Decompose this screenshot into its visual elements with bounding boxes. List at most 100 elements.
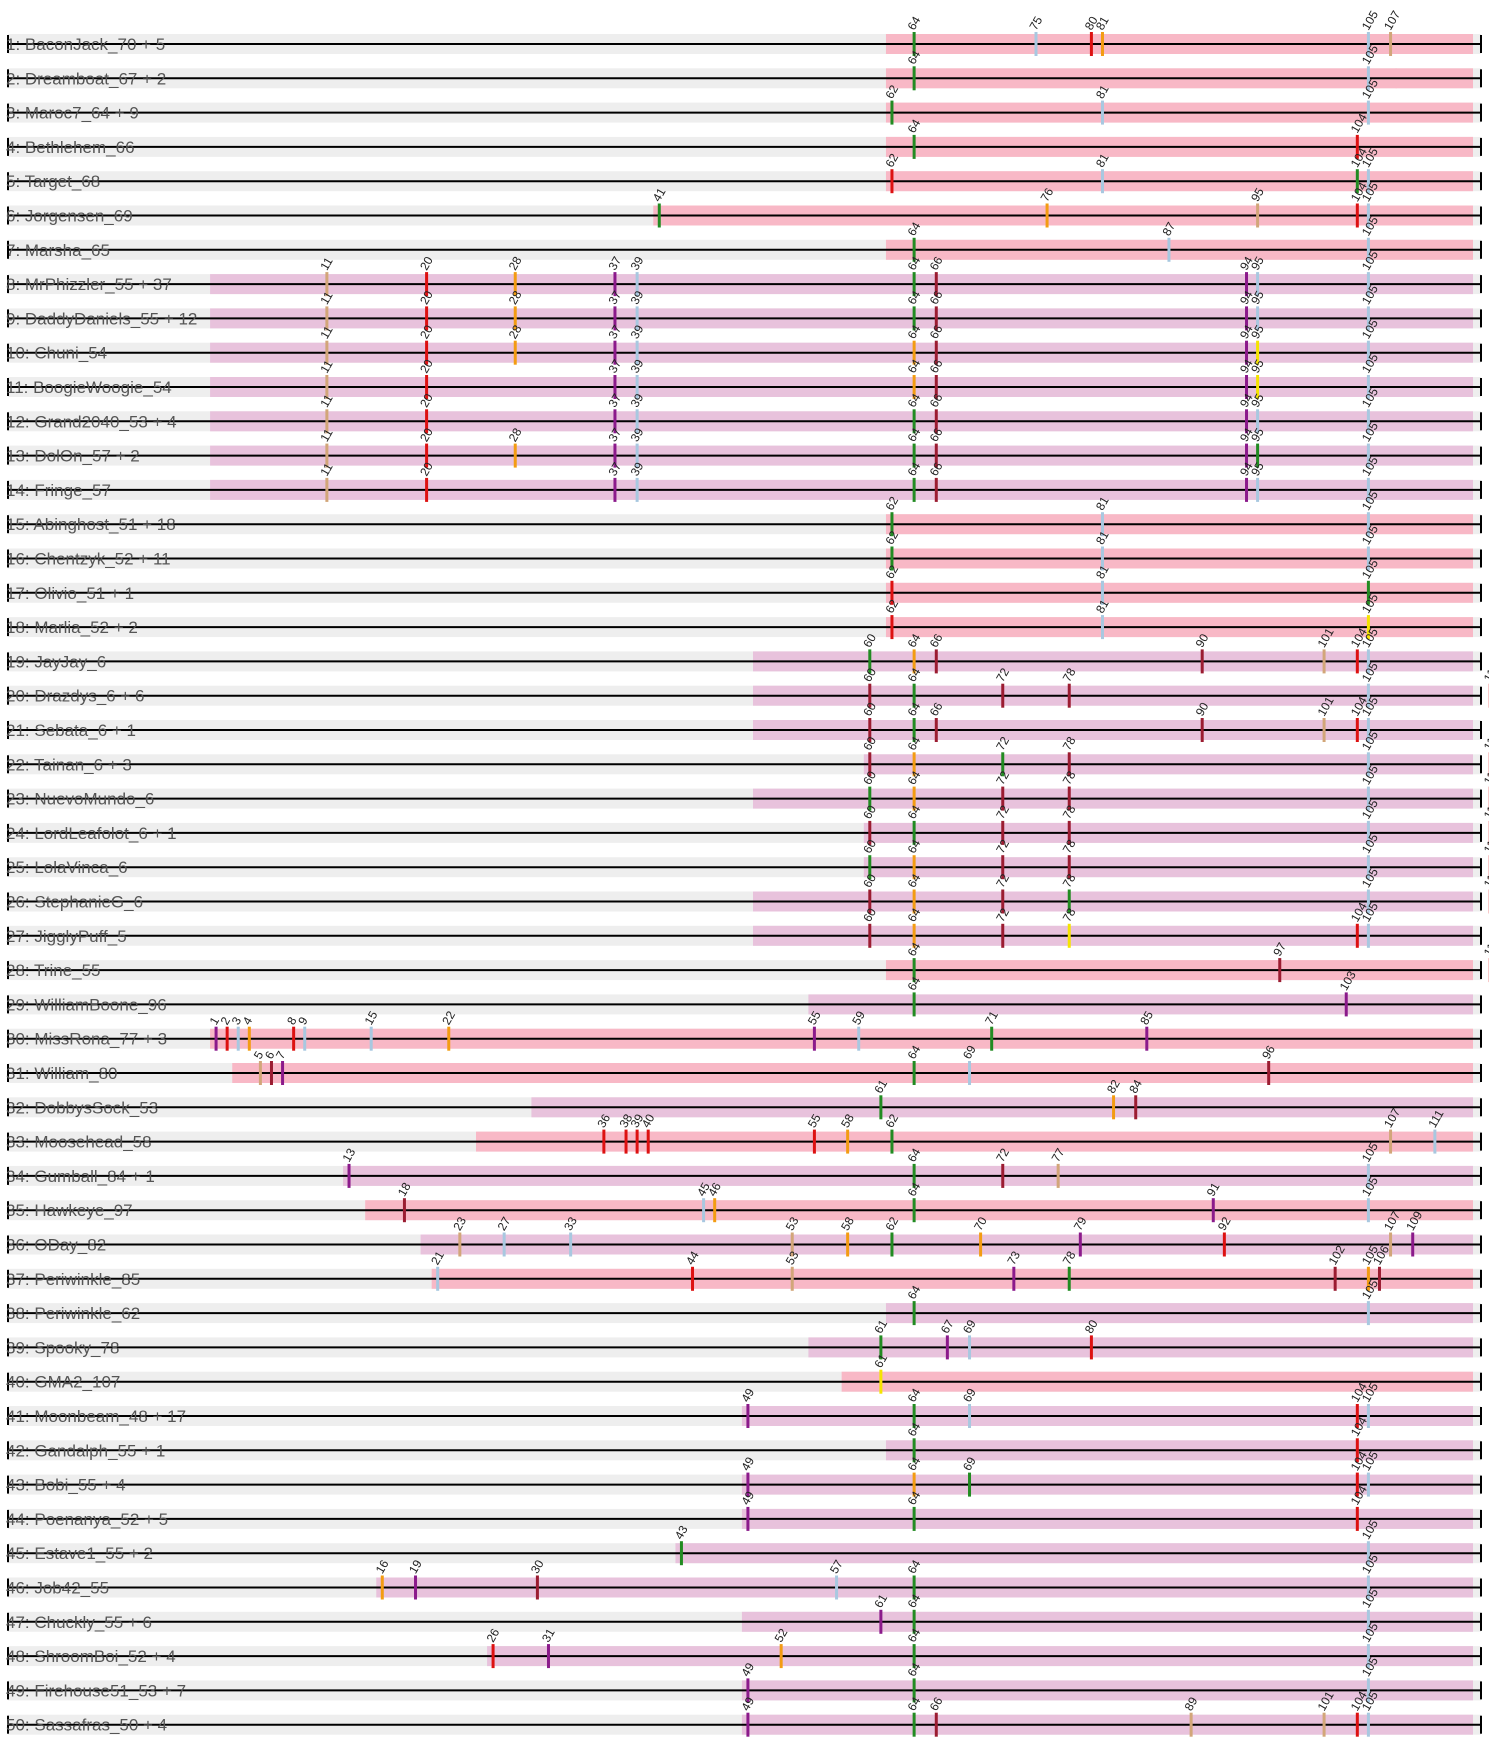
site-mark <box>613 443 617 468</box>
site-mark <box>1200 718 1204 742</box>
site-mark <box>934 375 938 399</box>
site-label: 41 <box>650 185 669 204</box>
site-label: 116 <box>1481 660 1489 684</box>
site-mark <box>746 1404 750 1428</box>
site-mark <box>569 1232 573 1257</box>
site-mark <box>1322 649 1326 674</box>
site-mark <box>1001 683 1005 708</box>
site-label: 60 <box>860 871 879 890</box>
sequence-row: 6410511812738: Periwinkle_62 <box>6 1277 1482 1326</box>
site-mark <box>1366 786 1370 811</box>
row-label: 4: Bethlehem_66 <box>6 138 135 157</box>
site-label: 78 <box>1060 734 1079 753</box>
row-label: 8: MrPhizzler_55 + 37 <box>6 275 172 294</box>
site-mark <box>912 889 916 914</box>
site-mark <box>934 272 938 297</box>
site-mark <box>1256 477 1260 502</box>
site-mark <box>912 477 916 502</box>
row-label: 6: Jorgensen_69 <box>6 207 133 226</box>
site-label: 66 <box>927 391 946 410</box>
site-label: 66 <box>927 700 946 719</box>
site-label: 58 <box>838 1214 857 1233</box>
site-label: 44 <box>683 1248 702 1267</box>
site-mark <box>1189 1712 1193 1737</box>
site-mark <box>1355 923 1359 948</box>
site-mark <box>912 443 916 468</box>
site-label: 49 <box>738 1386 757 1405</box>
site-label: 15 <box>362 1008 381 1027</box>
site-label: 13 <box>340 1146 359 1165</box>
site-mark <box>1333 1266 1337 1291</box>
site-mark <box>1067 820 1071 845</box>
site-mark <box>890 615 894 640</box>
site-mark <box>1366 580 1370 605</box>
site-mark <box>436 1266 440 1291</box>
site-mark <box>1355 203 1359 228</box>
site-label: 60 <box>860 734 879 753</box>
site-label: 72 <box>993 1146 1012 1165</box>
site-mark <box>879 1335 883 1360</box>
site-label: 69 <box>960 1386 979 1405</box>
site-label: 81 <box>1093 151 1112 170</box>
site-mark <box>1366 32 1370 56</box>
site-label: 64 <box>905 631 924 650</box>
site-label: 84 <box>1126 1077 1145 1096</box>
row-label: 30: MissRona_77 + 3 <box>6 1030 167 1049</box>
site-mark <box>1355 1712 1359 1737</box>
site-label: 67 <box>938 1317 957 1336</box>
site-label: 20 <box>417 460 436 479</box>
site-mark <box>934 409 938 434</box>
site-mark <box>1366 340 1370 365</box>
site-label: 30 <box>528 1557 547 1576</box>
site-label: 39 <box>628 460 647 479</box>
site-mark <box>1100 169 1104 194</box>
row-label: 17: Olivio_51 + 1 <box>6 584 134 603</box>
site-label: 21 <box>428 1248 447 1267</box>
site-mark <box>934 306 938 331</box>
site-mark <box>402 1198 406 1223</box>
site-label: 64 <box>905 425 924 444</box>
site-label: 22 <box>439 1008 458 1027</box>
site-mark <box>1366 443 1370 468</box>
site-label: 20 <box>417 357 436 376</box>
site-mark <box>247 1026 251 1051</box>
site-label: 27 <box>495 1214 514 1233</box>
site-mark <box>1366 100 1370 125</box>
site-label: 20 <box>417 288 436 307</box>
site-mark <box>325 443 329 468</box>
site-label: 64 <box>905 1386 924 1405</box>
site-mark <box>890 546 894 571</box>
sequence-row: 1120283739646694951051289: DaddyDaniels_… <box>6 282 1482 331</box>
site-label: 60 <box>860 665 879 684</box>
site-label: 80 <box>1082 1317 1101 1336</box>
row-label: 1: BaconJack_70 + 5 <box>6 35 165 54</box>
row-label: 41: Moonbeam_48 + 17 <box>6 1407 186 1426</box>
sequence-row: 61 82 84 32: DobbysSock_53 <box>6 1077 1482 1120</box>
site-label: 26 <box>484 1626 503 1645</box>
site-label: 87 <box>1159 219 1178 238</box>
site-mark <box>868 923 872 948</box>
site-mark <box>425 375 429 399</box>
site-mark <box>236 1026 240 1051</box>
site-mark <box>890 1129 894 1154</box>
site-mark <box>1245 306 1249 331</box>
sequence-row: 11202837396466949510512810: Chuni_54 <box>6 317 1482 365</box>
site-label: 18 <box>395 1180 414 1199</box>
sequence-row: 628110512816: Chentzyk_52 + 11 <box>6 522 1482 571</box>
site-mark <box>746 1712 750 1737</box>
site-label: 72 <box>993 665 1012 684</box>
site-mark <box>1366 923 1370 948</box>
site-label: 31 <box>539 1626 558 1645</box>
site-mark <box>1366 1575 1370 1600</box>
site-mark <box>1355 718 1359 742</box>
site-label: 69 <box>960 1043 979 1062</box>
site-mark <box>1366 1198 1370 1223</box>
site-mark <box>347 1163 351 1188</box>
site-mark <box>713 1198 717 1223</box>
